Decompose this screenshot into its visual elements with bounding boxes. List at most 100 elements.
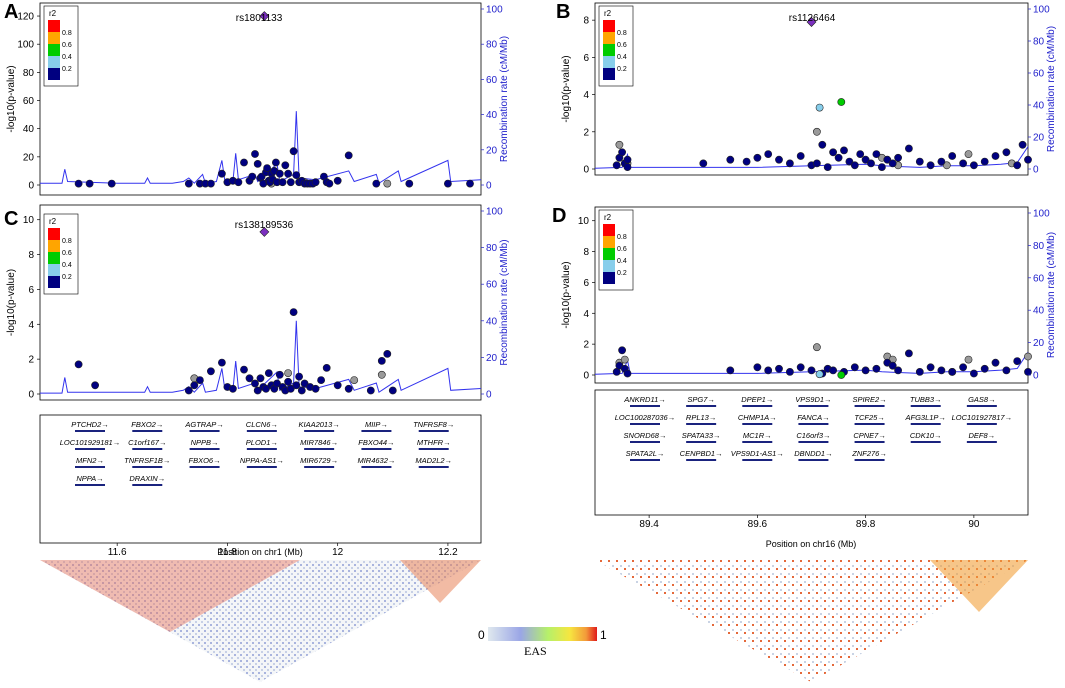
- snp-point-r2-low: [292, 381, 301, 390]
- gene-label: AGTRAP→: [184, 420, 223, 429]
- y2-tick-label: 100: [1033, 5, 1050, 16]
- y2-tick-label: 40: [1033, 101, 1045, 112]
- panel-c-gene-track-frame: [39, 414, 482, 544]
- snp-point-r2-low: [623, 163, 632, 171]
- y-tick-label: 6: [583, 278, 589, 289]
- panel-a-lead-snp-label: rs1801133: [236, 13, 283, 24]
- snp-point-r2-low: [742, 157, 751, 166]
- y-tick-label: 4: [28, 320, 34, 331]
- gene-label: TNFRSF1B→: [124, 456, 170, 465]
- ld-heatmap-left: [40, 560, 481, 682]
- snp-point-r2-low: [1024, 155, 1032, 164]
- snp-point-r2-low: [623, 369, 632, 378]
- snp-point-r2-low: [753, 363, 762, 372]
- snp-point-r2-low: [281, 161, 290, 170]
- gene-label: ZNF276→: [851, 449, 887, 458]
- legend-label: 0.6: [617, 246, 627, 253]
- gene-label: DBNDD1→: [794, 449, 832, 458]
- y-tick-label: 2: [583, 127, 589, 138]
- y-tick-label: 4: [583, 90, 589, 101]
- y-tick-label: 0: [583, 371, 589, 382]
- snp-point-r2-low: [856, 150, 865, 158]
- panel-b-frame: [594, 2, 1029, 176]
- y-tick-label: 6: [28, 285, 34, 296]
- y2-axis-label: Recombination rate (cM/Mb): [499, 239, 510, 365]
- snp-point-r2-low: [905, 144, 913, 153]
- y2-tick-label: 60: [486, 75, 498, 86]
- snp-point-r2-low: [948, 367, 957, 376]
- snp-point-r2-low: [726, 366, 735, 375]
- x-tick-label: 89.8: [856, 519, 876, 530]
- ld-scale-bar: [488, 627, 597, 641]
- snp-point-r2-low: [1002, 148, 1011, 157]
- snp-point-r2-low: [915, 157, 924, 166]
- snp-point-no-ld: [377, 370, 386, 379]
- lead-snp-marker: [806, 17, 817, 27]
- panel-a-snp-points: [74, 11, 474, 188]
- y2-tick-label: 20: [486, 353, 498, 364]
- snp-point-no-ld: [942, 161, 951, 170]
- legend-swatch: [603, 56, 615, 68]
- gene-label: CENPBD1→: [680, 449, 723, 458]
- snp-point-r2-low: [248, 172, 257, 181]
- snp-point-r2-low: [807, 366, 816, 375]
- snp-point-r2-low: [333, 176, 342, 185]
- snp-point-r2-low: [937, 366, 946, 375]
- panel-c-x-axis-label: Position on chr1 (Mb): [217, 547, 303, 557]
- snp-point-r2-low: [813, 159, 821, 168]
- snp-point-r2-low: [829, 366, 837, 375]
- snp-point-r2-low: [253, 159, 262, 168]
- snp-point-r2-low: [388, 386, 397, 395]
- y2-axis-label: Recombination rate (cM/Mb): [1046, 232, 1057, 358]
- gene-label: NPPA→: [76, 474, 103, 483]
- snp-point-no-ld: [813, 343, 821, 352]
- snp-point-r2-low: [775, 155, 783, 164]
- y-tick-label: 8: [583, 247, 589, 258]
- y-tick-label: 2: [28, 355, 34, 366]
- y2-tick-label: 80: [1033, 241, 1045, 252]
- snp-point-r2-0.4: [815, 103, 824, 112]
- legend-label: 0.6: [617, 42, 627, 49]
- snp-point-r2-low: [275, 169, 284, 178]
- legend-label: 0.2: [617, 270, 627, 277]
- gene-label: MC1R→: [743, 431, 772, 440]
- snp-point-r2-low: [1024, 367, 1032, 376]
- snp-point-no-ld: [964, 150, 973, 158]
- y2-tick-label: 80: [486, 243, 498, 254]
- snp-point-r2-low: [970, 161, 978, 170]
- legend-title: r2: [604, 213, 612, 222]
- y2-tick-label: 80: [1033, 37, 1045, 48]
- legend-swatch: [48, 56, 60, 68]
- snp-point-r2-low: [195, 376, 204, 384]
- snp-point-r2-low: [383, 349, 392, 358]
- snp-point-r2-low: [289, 147, 298, 156]
- ld-scale-max: 1: [600, 628, 607, 642]
- gene-label: DRAXIN→: [129, 474, 165, 483]
- snp-point-r2-low: [612, 161, 621, 170]
- legend-label: 0.4: [617, 258, 627, 265]
- snp-point-r2-low: [905, 349, 913, 358]
- snp-point-no-ld: [964, 355, 973, 364]
- gene-label: SPG7→: [687, 395, 715, 404]
- snp-point-r2-low: [850, 161, 859, 170]
- y2-tick-label: 40: [486, 316, 498, 327]
- snp-point-r2-low: [1013, 357, 1022, 365]
- gene-label: MIR4632→: [357, 456, 395, 465]
- snp-point-r2-low: [959, 159, 967, 168]
- ld-heatmap-right-hot: [930, 560, 1028, 612]
- snp-point-r2-low: [206, 367, 215, 376]
- y-tick-label: 60: [23, 96, 35, 107]
- snp-point-r2-low: [894, 153, 902, 162]
- lead-snp-marker: [259, 226, 270, 237]
- snp-point-r2-low: [377, 356, 386, 365]
- panel-d-gene-track: ANKRD11→ SPG7→ DPEP1→ VPS9D1→ SPIRE2→ TUBB3→ G…: [615, 395, 1012, 530]
- snp-point-r2-low: [1002, 366, 1011, 375]
- panel-a-axes: 0 20 40 60 80 100 120 0 20 40 60 80 100 -log10(p-valu…: [6, 5, 510, 192]
- legend-swatch: [603, 272, 615, 284]
- snp-point-r2-low: [292, 171, 301, 179]
- legend-label: 0.8: [617, 234, 627, 241]
- snp-point-r2-low: [959, 363, 967, 372]
- ld-heatmap-left-warm: [400, 560, 481, 603]
